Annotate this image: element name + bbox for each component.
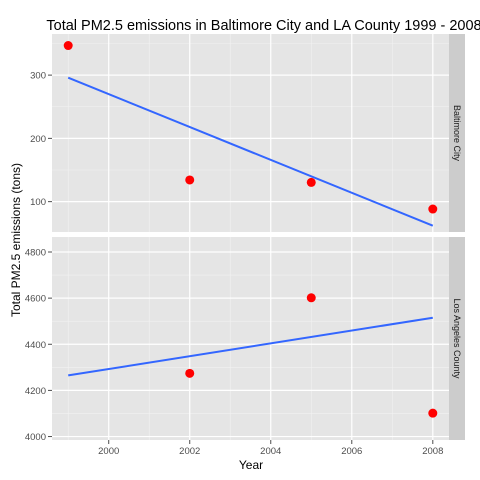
- trend-line: [68, 316, 433, 377]
- facet-panel-baltimore-city: 100 200 300 Baltimore City: [30, 34, 465, 232]
- y-tick-label: 200: [30, 134, 46, 145]
- data-point: [185, 368, 195, 378]
- y-tick-label: 100: [30, 197, 46, 208]
- trend-line: [67, 76, 434, 227]
- x-tick-label: 2006: [341, 446, 362, 457]
- x-tick-label: 2002: [179, 446, 200, 457]
- chart-title: Total PM2.5 emissions in Baltimore City …: [46, 18, 480, 34]
- y-tick-label: 4400: [25, 340, 46, 351]
- x-tick-label: 2000: [98, 446, 119, 457]
- data-point: [428, 204, 438, 214]
- y-axis-title: Total PM2.5 emissions (tons): [9, 163, 23, 317]
- y-tick-label: 4800: [25, 247, 46, 258]
- x-axis-title: Year: [239, 458, 263, 472]
- y-tick-label: 4600: [25, 294, 46, 305]
- y-tick-label: 300: [30, 71, 46, 82]
- facet-strip-label: Baltimore City: [452, 105, 462, 162]
- panel-background: [52, 237, 449, 440]
- data-point: [306, 177, 316, 187]
- x-tick-label: 2008: [422, 446, 443, 457]
- data-point: [428, 408, 438, 418]
- data-point: [63, 41, 73, 51]
- data-point: [306, 293, 316, 303]
- data-point: [185, 175, 195, 185]
- x-axis: 2000 2002 2004 2006 2008: [98, 440, 443, 457]
- y-tick-label: 4000: [25, 432, 46, 443]
- x-tick-label: 2004: [260, 446, 281, 457]
- facet-strip: [449, 237, 465, 440]
- y-tick-label: 4200: [25, 386, 46, 397]
- facet-strip: [449, 34, 465, 232]
- panel-background: [52, 34, 449, 232]
- data-point: [64, 448, 73, 457]
- facet-strip-label: Los Angeles County: [452, 298, 462, 379]
- facet-panel-los-angeles-county: 4000 4200 4400 4600 4800 Los Angeles County: [25, 237, 465, 457]
